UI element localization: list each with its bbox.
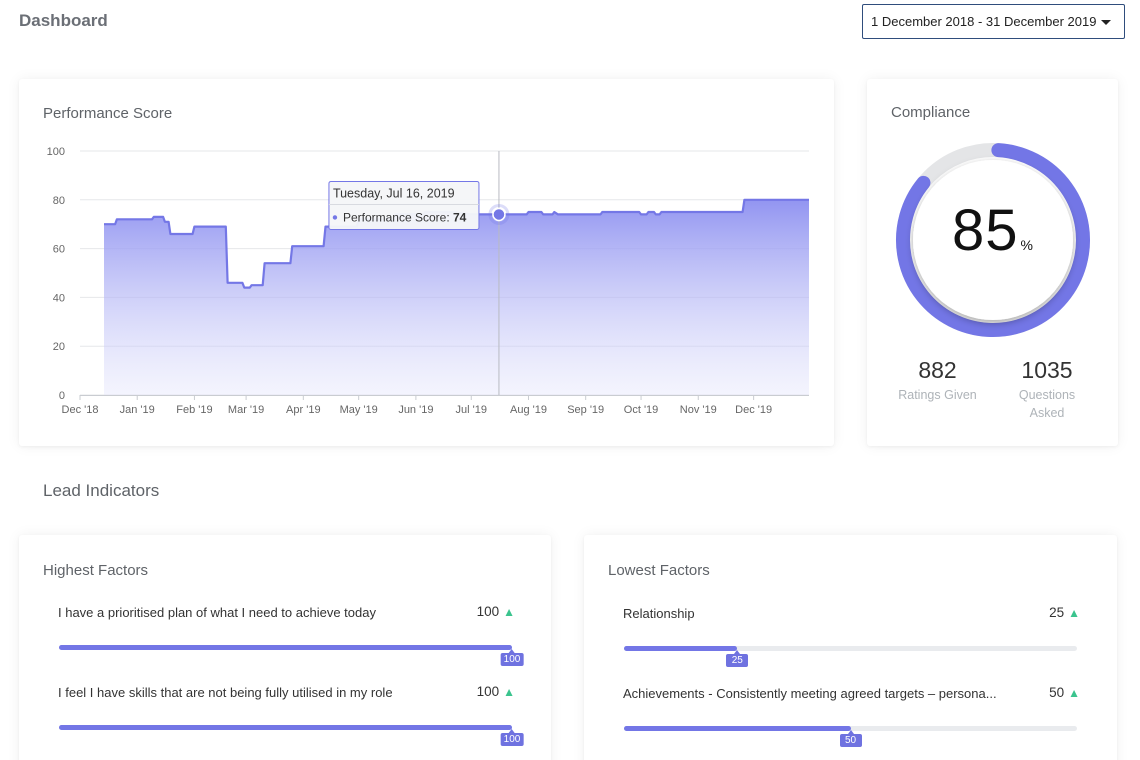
highest-factors-card: Highest Factors I have a prioritised pla… [19, 535, 551, 760]
factor-bar: 50 [624, 726, 1077, 747]
ratings-given-label: Ratings Given [898, 388, 977, 402]
ratings-given-stat: 882 Ratings Given [885, 357, 990, 404]
performance-card: Performance Score 0 20 40 60 80 100 Dec '18 Jan… [19, 79, 834, 446]
factor-bar-badge: 100 [500, 729, 524, 746]
x-tick-label: Sep '19 [567, 404, 604, 416]
lead-indicators-title: Lead Indicators [43, 481, 160, 500]
gauge-inner [913, 160, 1073, 320]
x-tick-label: Jul '19 [456, 404, 487, 416]
triangle-up-icon: ▲ [1068, 606, 1080, 620]
date-range-value: 1 December 2018 - 31 December 2019 [871, 14, 1097, 29]
highest-factors-title: Highest Factors [43, 562, 149, 579]
x-tick-label: Aug '19 [510, 404, 547, 416]
compliance-percent-value: 85 [952, 198, 1019, 263]
factor-score-value: 25 [1049, 605, 1065, 620]
factor-bar-fill [624, 646, 738, 651]
x-tick-label: Jun '19 [398, 404, 433, 416]
factor-bar-fill [59, 645, 512, 650]
triangle-up-icon: ▲ [503, 605, 515, 619]
factor-score: 25 ▲ [1004, 605, 1080, 620]
highlight-halo [488, 203, 510, 225]
factor-label: I have a prioritised plan of what I need… [58, 605, 376, 620]
x-tick-label: Dec '18 [62, 404, 99, 416]
x-tick-label: May '19 [340, 404, 378, 416]
factor-label: Relationship [623, 606, 695, 621]
factor-score: 50 ▲ [1004, 685, 1080, 700]
factor-row: Achievements - Consistently meeting agre… [584, 684, 1117, 760]
tooltip-date: Tuesday, Jul 16, 2019 [333, 186, 455, 200]
tooltip-series-label: Performance Score: 74 [343, 210, 467, 224]
factor-row: I feel I have skills that are not being … [19, 683, 551, 760]
page-title: Dashboard [19, 11, 108, 30]
factor-bar-fill [59, 725, 512, 730]
factor-bar: 100 [59, 645, 524, 666]
x-tick-label: Dec '19 [735, 404, 772, 416]
performance-title: Performance Score [43, 105, 173, 122]
x-tick-label: Feb '19 [176, 404, 212, 416]
factor-bar: 25 [624, 646, 1077, 667]
compliance-card: Compliance 85% 882 Ratings Given 1035 Qu… [867, 79, 1118, 446]
y-tick-label: 60 [53, 244, 65, 256]
factor-bar-badge: 100 [500, 649, 524, 666]
date-range-select[interactable]: 1 December 2018 - 31 December 2019 [862, 4, 1125, 39]
factor-label: Achievements - Consistently meeting agre… [623, 686, 997, 701]
y-tick-label: 100 [47, 146, 65, 158]
factor-score: 100 ▲ [439, 604, 515, 619]
triangle-up-icon: ▲ [503, 685, 515, 699]
x-tick-label: Oct '19 [624, 404, 659, 416]
y-tick-label: 80 [53, 195, 65, 207]
tooltip-series-dot [332, 215, 338, 220]
questions-asked-label: Questions Asked [1018, 388, 1076, 420]
triangle-up-icon: ▲ [1068, 686, 1080, 700]
performance-chart[interactable]: 0 20 40 60 80 100 Dec '18 Jan '19 Feb '19 Mar '19… [19, 79, 834, 446]
factor-bar-fill [624, 726, 851, 731]
y-tick-label: 40 [53, 292, 65, 304]
factor-score-value: 100 [476, 684, 500, 699]
y-tick-label: 20 [53, 341, 65, 353]
factor-bar: 100 [59, 725, 524, 746]
compliance-title: Compliance [891, 104, 971, 121]
lowest-factors-title: Lowest Factors [608, 562, 710, 579]
ratings-given-value: 882 [918, 357, 957, 383]
x-tick-label: Mar '19 [228, 404, 264, 416]
factor-label: I feel I have skills that are not being … [58, 685, 393, 700]
questions-asked-value: 1035 [1021, 357, 1073, 383]
highlight-point[interactable] [492, 207, 506, 222]
x-tick-label: Jan '19 [120, 404, 155, 416]
compliance-percent-symbol: % [1020, 237, 1033, 253]
compliance-gauge [896, 143, 1090, 337]
factor-score-value: 50 [1049, 685, 1065, 700]
questions-asked-stat: 1035 Questions Asked [1002, 357, 1092, 422]
factor-score: 100 ▲ [439, 684, 515, 699]
factor-bar-badge: 25 [726, 650, 749, 667]
factor-bar-badge: 50 [839, 730, 862, 747]
lowest-factors-card: Lowest Factors Relationship 25 ▲ 25 Achie… [584, 535, 1117, 760]
factor-row: I have a prioritised plan of what I need… [19, 603, 551, 683]
factor-row: Relationship 25 ▲ 25 [584, 604, 1117, 684]
gauge-arc [896, 143, 1090, 337]
tooltip-box [328, 180, 480, 230]
tooltip-value: 74 [453, 210, 467, 224]
compliance-percent: 85% [867, 197, 1118, 264]
x-tick-label: Apr '19 [286, 404, 321, 416]
x-tick-label: Nov '19 [680, 404, 717, 416]
factor-score-value: 100 [476, 604, 500, 619]
y-tick-label: 0 [59, 390, 65, 402]
series-area [104, 199, 809, 395]
chevron-down-icon [1101, 20, 1112, 25]
